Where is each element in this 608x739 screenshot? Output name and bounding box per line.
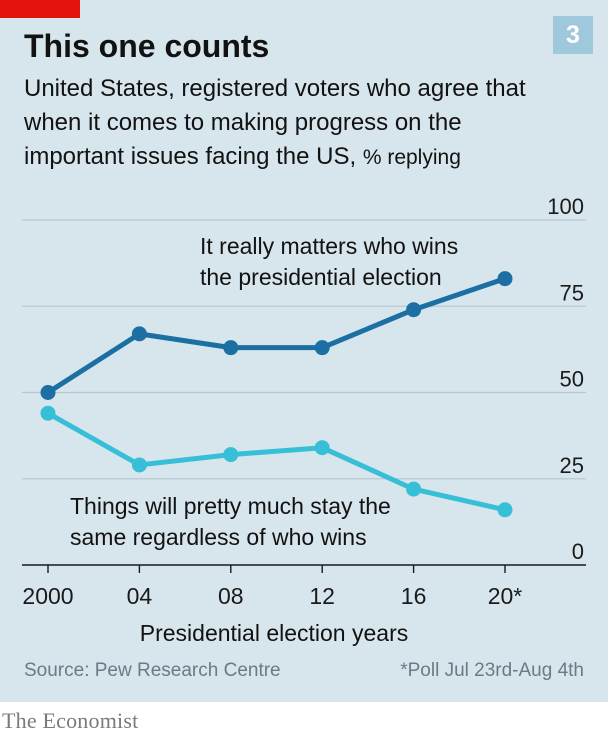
series-label: the presidential election xyxy=(200,264,442,290)
data-point xyxy=(497,271,513,287)
y-tick-label: 75 xyxy=(560,280,584,305)
publisher-logo: The Economist xyxy=(2,708,139,733)
chart-title: This one counts xyxy=(24,28,270,64)
data-point xyxy=(314,340,330,356)
chart-subtitle: United States, registered voters who agr… xyxy=(24,72,564,175)
series-label: It really matters who wins xyxy=(200,233,458,259)
series-label: same regardless of who wins xyxy=(70,524,367,550)
x-tick-label: 16 xyxy=(401,583,427,609)
x-tick-label: 2000 xyxy=(22,583,73,609)
data-point xyxy=(406,481,422,497)
subtitle-text: United States, registered voters who agr… xyxy=(24,75,526,170)
x-tick-label: 20* xyxy=(488,583,523,609)
data-point xyxy=(223,340,239,356)
x-axis-title: Presidential election years xyxy=(139,620,409,646)
data-point xyxy=(40,385,56,400)
y-tick-label: 25 xyxy=(560,453,584,478)
data-point xyxy=(314,440,330,456)
data-point xyxy=(497,502,513,518)
chart-panel xyxy=(0,0,608,702)
series-line xyxy=(45,410,508,513)
data-point xyxy=(131,326,147,342)
data-point xyxy=(406,302,422,318)
chart-number-badge: 3 xyxy=(553,16,593,54)
x-tick-label: 04 xyxy=(127,583,153,609)
data-point xyxy=(131,457,147,473)
x-tick-label: 12 xyxy=(309,583,335,609)
subtitle-unit: % replying xyxy=(362,146,461,169)
series-line xyxy=(45,276,508,395)
line-chart: 0 25 50 75 100 2000 04 08 12 16 20* It really matte… xyxy=(22,194,586,609)
x-tick-label: 08 xyxy=(218,583,244,609)
footnote: *Poll Jul 23rd-Aug 4th xyxy=(400,660,584,681)
y-tick-label: 50 xyxy=(560,367,584,392)
y-tick-label: 0 xyxy=(572,539,584,564)
y-tick-label: 100 xyxy=(547,194,584,219)
source-note: Source: Pew Research Centre xyxy=(24,660,281,681)
series-label: Things will pretty much stay the xyxy=(70,493,391,519)
brand-red-tab xyxy=(0,0,80,18)
data-point xyxy=(223,447,239,463)
data-point xyxy=(40,405,56,421)
